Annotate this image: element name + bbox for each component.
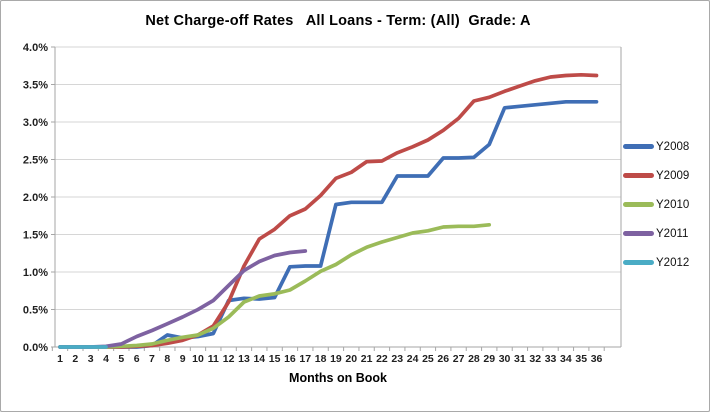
x-tick-label: 31 [514, 353, 526, 365]
legend-label: Y2012 [656, 256, 690, 269]
x-tick-label: 7 [149, 353, 155, 365]
x-tick-label: 35 [575, 353, 587, 365]
x-tick-label: 5 [118, 353, 124, 365]
legend-label: Y2008 [656, 140, 690, 153]
legend-label: Y2010 [656, 198, 690, 211]
legend-label: Y2011 [656, 227, 689, 240]
y-tick-label: 4.0% [23, 42, 48, 54]
series-line-Y2008 [58, 99, 599, 349]
x-tick-label: 10 [192, 353, 204, 365]
x-tick-label: 15 [269, 353, 281, 365]
x-tick-label: 16 [284, 353, 296, 365]
x-tick-label: 23 [391, 353, 403, 365]
legend-item-Y2012: Y2012 [623, 253, 689, 272]
x-tick-label: 4 [103, 353, 109, 365]
y-tick-label: 0.5% [23, 305, 48, 317]
legend-item-Y2009: Y2009 [623, 166, 689, 185]
legend-swatch-Y2011 [623, 231, 654, 236]
x-tick-label: 19 [330, 353, 342, 365]
x-tick-label: 24 [407, 353, 419, 365]
x-tick-label: 27 [453, 353, 465, 365]
legend-item-Y2010: Y2010 [623, 195, 689, 214]
chart-title: Net Charge-off Rates All Loans - Term: (… [145, 13, 531, 29]
x-tick-label: 29 [483, 353, 495, 365]
x-tick-label: 28 [468, 353, 480, 365]
x-tick-label: 32 [529, 353, 541, 365]
legend-swatch-Y2012 [623, 260, 654, 265]
x-tick-label: 17 [299, 353, 311, 365]
y-tick-label: 2.0% [23, 192, 48, 204]
x-tick-label: 2 [72, 353, 78, 365]
x-axis-title: Months on Book [289, 371, 387, 385]
x-tick-label: 34 [560, 353, 572, 365]
x-tick-label: 21 [361, 353, 373, 365]
x-tick-label: 14 [253, 353, 265, 365]
x-tick-label: 26 [437, 353, 449, 365]
x-tick-label: 1 [57, 353, 63, 365]
legend-label: Y2009 [656, 169, 690, 182]
x-tick-label: 20 [345, 353, 357, 365]
legend-swatch-Y2010 [623, 202, 654, 207]
x-tick-label: 11 [208, 353, 219, 365]
y-tick-label: 2.5% [23, 155, 48, 167]
legend-item-Y2011: Y2011 [623, 224, 689, 243]
x-tick-label: 18 [315, 353, 327, 365]
x-tick-label: 33 [545, 353, 557, 365]
x-tick-label: 3 [88, 353, 94, 365]
x-tick-label: 22 [376, 353, 388, 365]
x-tick-label: 8 [164, 353, 170, 365]
x-tick-label: 25 [422, 353, 434, 365]
y-tick-label: 3.0% [23, 117, 48, 129]
x-tick-label: 13 [238, 353, 250, 365]
x-tick-label: 12 [223, 353, 235, 365]
y-tick-label: 3.5% [23, 80, 48, 92]
y-tick-label: 0.0% [23, 342, 48, 354]
legend-item-Y2008: Y2008 [623, 137, 689, 156]
x-tick-label: 6 [134, 353, 140, 365]
series-line-Y2010 [58, 222, 492, 349]
legend-swatch-Y2009 [623, 173, 654, 178]
y-tick-label: 1.0% [23, 267, 48, 279]
y-tick-label: 1.5% [23, 230, 48, 242]
legend: Y2008 Y2009 Y2010 Y2011 Y2012 [623, 137, 689, 272]
series-line-Y2009 [58, 72, 599, 349]
x-tick-label: 9 [180, 353, 186, 365]
x-tick-label: 30 [499, 353, 511, 365]
x-tick-label: 36 [591, 353, 603, 365]
legend-swatch-Y2008 [623, 144, 654, 149]
